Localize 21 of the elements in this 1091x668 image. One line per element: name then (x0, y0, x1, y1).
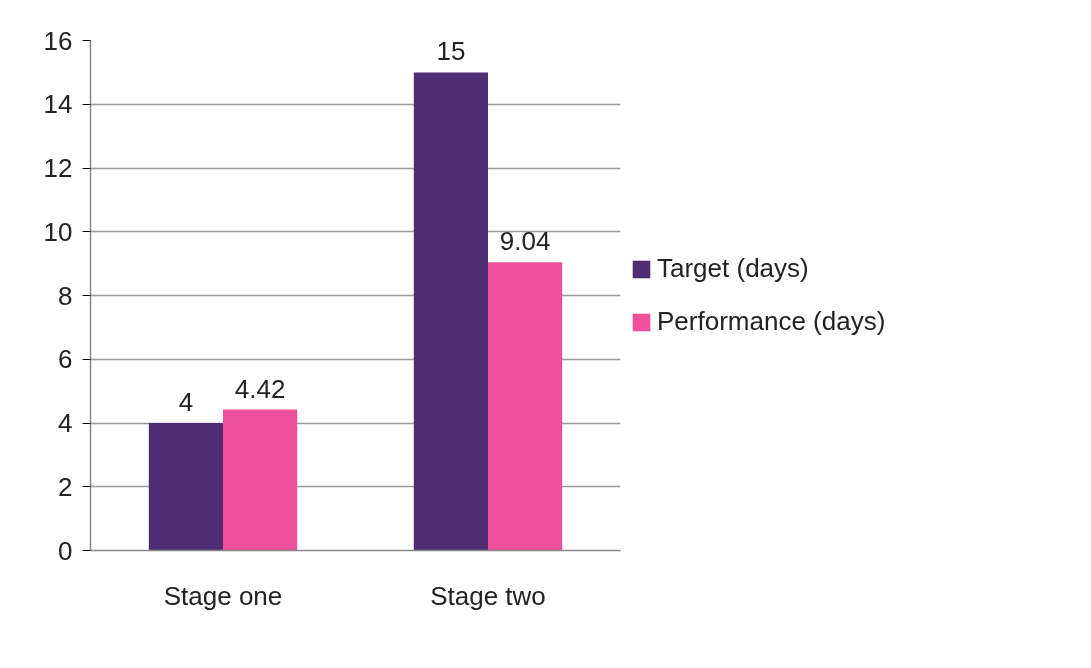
y-tick-label: 2 (58, 471, 73, 502)
x-tick-label: Stage one (163, 580, 283, 611)
y-tick-label: 4 (58, 408, 73, 438)
bar (413, 72, 488, 551)
legend-label: Target (days) (657, 253, 809, 284)
bar (223, 409, 298, 551)
legend-label: Performance (days) (657, 306, 886, 337)
data-label: 4 (178, 387, 194, 417)
y-tick-label: 14 (43, 89, 73, 120)
bar (148, 423, 223, 551)
data-label: 15 (436, 36, 466, 67)
y-tick-label: 8 (58, 280, 73, 311)
x-tick-label: Stage two (430, 580, 546, 611)
y-tick-label: 12 (43, 153, 73, 183)
y-tick-label: 0 (58, 535, 73, 566)
data-label: 4.42 (234, 373, 286, 404)
y-tick-label: 6 (58, 344, 73, 375)
data-label: 9.04 (499, 226, 551, 257)
bar (488, 262, 563, 551)
y-tick-label: 10 (43, 216, 73, 247)
y-tick-label: 16 (43, 25, 73, 56)
